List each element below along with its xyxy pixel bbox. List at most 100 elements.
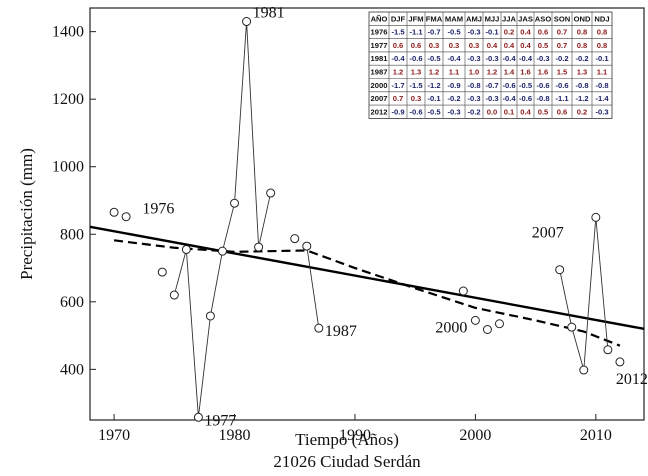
chart-subtitle: 21026 Ciudad Serdán	[273, 452, 421, 471]
table-cell: -1.1	[409, 28, 423, 37]
table-cell: -0.8	[595, 81, 608, 90]
observation-segment	[306, 246, 320, 329]
table-cell: 0.4	[487, 41, 498, 50]
data-point	[230, 198, 240, 208]
table-cell: -0.6	[555, 81, 568, 90]
table-cell: MAM	[445, 14, 463, 23]
table-cell: -0.4	[519, 54, 533, 63]
table-cell: SON	[554, 14, 570, 23]
enso-inset-table: AÑO DJF JFM FMA MAM AMJ MJJ JJA JAS ASO SON OND NDJ 1…	[368, 11, 613, 119]
observation-segment	[583, 217, 597, 371]
table-cell: 1.2	[487, 68, 498, 77]
linear-trend-line	[89, 225, 645, 330]
data-point	[290, 234, 300, 244]
table-cell: -1.4	[595, 94, 609, 103]
x-axis-title: Tiempo (Años)	[295, 430, 399, 449]
table-cell: 0.4	[520, 41, 531, 50]
y-tick-label: 1200	[52, 91, 84, 108]
table-cell: 0.5	[538, 41, 549, 50]
table-cell: -0.5	[447, 28, 461, 37]
axes: 1970 1980 1990 2000 2010 400 600 800 1000 1200 140…	[52, 24, 612, 444]
table-cell: 0.3	[449, 41, 460, 50]
table-cell: 0.8	[577, 28, 588, 37]
table-cell: -0.4	[447, 54, 461, 63]
data-point	[470, 315, 480, 325]
table-cell: -0.3	[536, 54, 549, 63]
table-cell: -0.7	[485, 81, 498, 90]
table-cell: FMA	[426, 14, 443, 23]
table-cell: 1.2	[429, 68, 440, 77]
observation-points	[109, 17, 625, 422]
annotation-label: 1977	[204, 412, 236, 429]
annotation-label: 1981	[253, 5, 285, 22]
year-annotations: 1976 1977 1981 1987 2000 2007 2012	[142, 5, 648, 430]
table-cell: -0.3	[485, 54, 498, 63]
table-cell: JFM	[408, 14, 423, 23]
table-cell: 1.6	[538, 68, 549, 77]
table-cell: -0.1	[485, 28, 499, 37]
table-cell: -0.6	[536, 81, 549, 90]
data-point	[193, 412, 203, 422]
y-tick-label: 1000	[52, 159, 84, 176]
table-cell: 1.1	[597, 68, 608, 77]
data-point	[121, 212, 131, 222]
data-point	[109, 207, 119, 217]
plot-area	[89, 7, 645, 421]
table-cell: 0.4	[520, 107, 531, 116]
table-cell: -0.5	[427, 54, 441, 63]
table-cell: -0.8	[575, 81, 588, 90]
table-cell: 1976	[371, 28, 388, 37]
table-cell: -0.3	[467, 28, 480, 37]
table-cell: 1.1	[449, 68, 460, 77]
annotation-label: 2007	[532, 225, 564, 242]
table-cell: -0.9	[447, 81, 460, 90]
observation-segment	[234, 21, 248, 204]
data-point	[254, 242, 264, 252]
y-tick-label: 800	[60, 226, 84, 243]
table-cell: 2000	[371, 81, 388, 90]
table-cell: -0.2	[447, 94, 460, 103]
table-cell: 0.5	[538, 107, 549, 116]
x-tick-label: 1970	[98, 427, 130, 444]
table-cell: -0.3	[595, 107, 608, 116]
table-cell: -1.2	[575, 94, 588, 103]
x-tick-label: 2000	[459, 427, 491, 444]
data-point	[242, 17, 252, 27]
table-cell: -0.3	[467, 54, 480, 63]
x-tick-label: 1980	[219, 427, 251, 444]
table-cell: -0.3	[447, 107, 460, 116]
table-cell: DJF	[391, 14, 406, 23]
table-cell: -0.3	[467, 94, 480, 103]
table-cell: -0.5	[519, 81, 533, 90]
table-cell: JAS	[518, 14, 533, 23]
observation-segments	[173, 21, 609, 418]
table-cell: -0.6	[519, 94, 532, 103]
table-cell: 0.6	[393, 41, 404, 50]
trend-lines	[89, 225, 645, 347]
table-cell: NDJ	[594, 14, 609, 23]
observation-segment	[258, 192, 272, 248]
observation-segment	[571, 327, 585, 371]
table-cell: 1.4	[504, 68, 515, 77]
data-point	[205, 311, 215, 321]
table-cell: 1.0	[469, 68, 480, 77]
table-cell: 2012	[371, 107, 388, 116]
table-cell: 0.6	[411, 41, 422, 50]
table-cell: 0.2	[577, 107, 588, 116]
table-cell: 0.8	[597, 41, 608, 50]
x-tick-label: 2010	[580, 427, 612, 444]
table-cell: 0.7	[557, 41, 568, 50]
data-point	[266, 188, 276, 198]
table-cell: -0.4	[502, 54, 516, 63]
table-cell: 0.3	[411, 94, 422, 103]
table-cell: -0.1	[595, 54, 609, 63]
data-point	[482, 324, 492, 334]
table-cell: 1.5	[557, 68, 568, 77]
table-cell: 0.8	[597, 28, 608, 37]
table-cell: 1.2	[393, 68, 404, 77]
table-cell: JJA	[502, 14, 516, 23]
table-cell: -1.1	[555, 94, 569, 103]
table-cell: 0.3	[429, 41, 440, 50]
data-point	[217, 246, 227, 256]
